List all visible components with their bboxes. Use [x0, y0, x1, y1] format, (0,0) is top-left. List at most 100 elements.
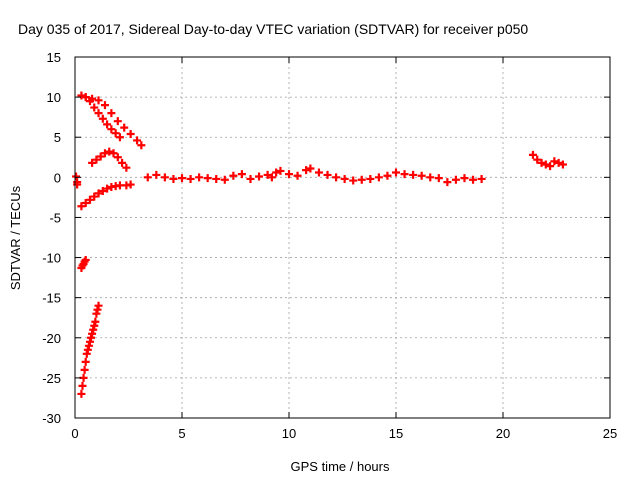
data-point [103, 120, 112, 129]
data-point [276, 166, 285, 175]
x-tick-label: 15 [389, 426, 403, 441]
data-point [94, 96, 103, 105]
data-point [152, 170, 161, 179]
y-tick-label: 5 [54, 130, 61, 145]
series-band-2 [272, 164, 486, 187]
x-tick-label: 10 [282, 426, 296, 441]
data-point [85, 195, 94, 204]
x-tick-label: 20 [496, 426, 510, 441]
data-point [366, 174, 375, 183]
series-start-points [72, 172, 82, 189]
data-point [349, 176, 358, 185]
data-point [550, 157, 559, 166]
data-point [546, 162, 555, 171]
data-point [554, 158, 563, 167]
data-point [126, 180, 135, 189]
data-point [255, 172, 264, 181]
y-tick-label: -5 [49, 210, 61, 225]
data-point [120, 123, 129, 132]
series-band-1 [143, 170, 276, 184]
data-point [133, 136, 142, 145]
data-point [237, 170, 246, 179]
series-late-cluster [528, 150, 567, 171]
data-point [246, 174, 255, 183]
data-point [541, 160, 550, 169]
data-point [115, 133, 124, 142]
data-point [81, 357, 90, 366]
x-axis-label: GPS time / hours [291, 459, 390, 474]
data-point [77, 389, 86, 398]
data-point [94, 301, 103, 310]
series-rising-arc [88, 147, 131, 172]
data-point [85, 97, 94, 106]
data-point [94, 189, 103, 198]
data-point [113, 153, 122, 162]
data-point [314, 168, 323, 177]
data-point [302, 166, 311, 175]
y-tick-label: -30 [42, 411, 61, 426]
data-point [81, 255, 90, 264]
y-tick-label: 15 [47, 50, 61, 65]
data-point [383, 171, 392, 180]
x-tick-label: 25 [603, 426, 617, 441]
gridlines [75, 57, 610, 418]
data-point [88, 158, 97, 167]
data-point [91, 317, 100, 326]
data-point [195, 173, 204, 182]
data-point [332, 173, 341, 182]
data-point [460, 174, 469, 183]
data-point [169, 174, 178, 183]
data-point [100, 149, 109, 158]
y-tick-label: 10 [47, 90, 61, 105]
data-point [477, 174, 486, 183]
series-steep-drop [77, 301, 103, 398]
data-point [263, 170, 272, 179]
data-point [137, 141, 146, 150]
data-point [118, 158, 127, 167]
data-point [285, 170, 293, 179]
data-point [92, 155, 101, 164]
chart-title: Day 035 of 2017, Sidereal Day-to-day VTE… [18, 21, 528, 37]
data-point [90, 192, 99, 201]
data-point [111, 129, 120, 138]
series-negative-cluster [77, 255, 90, 272]
data-point [126, 130, 135, 139]
data-point [160, 173, 169, 182]
data-point [186, 174, 195, 183]
data-point [400, 170, 409, 179]
y-tick-label: -25 [42, 371, 61, 386]
data-point [533, 155, 542, 164]
data-point [143, 173, 152, 182]
data-point [98, 114, 107, 123]
data-point [558, 160, 567, 169]
x-tick-label: 5 [178, 426, 185, 441]
data-point [272, 168, 281, 177]
data-point [113, 117, 122, 126]
data-point [100, 101, 109, 110]
data-point [392, 168, 400, 177]
data-point [374, 173, 383, 182]
data-point [107, 109, 116, 118]
data-point [220, 175, 229, 184]
data-point [98, 186, 107, 195]
y-tick-label: 0 [54, 170, 61, 185]
y-tick-label: -10 [42, 251, 61, 266]
data-point [293, 171, 302, 180]
data-point [107, 125, 116, 134]
data-point [443, 178, 452, 187]
y-tick-label: -20 [42, 331, 61, 346]
data-point [357, 175, 366, 184]
data-point [81, 199, 90, 208]
y-axis-label: SDTVAR / TECUs [8, 185, 23, 290]
data-point [229, 171, 238, 180]
series-lower-arc [77, 180, 135, 211]
data-point [122, 163, 131, 172]
data-point [340, 174, 349, 183]
data-point [469, 175, 478, 184]
data-point [94, 109, 103, 118]
data-point [434, 174, 443, 183]
data-point [90, 103, 99, 112]
data-points [72, 91, 567, 398]
